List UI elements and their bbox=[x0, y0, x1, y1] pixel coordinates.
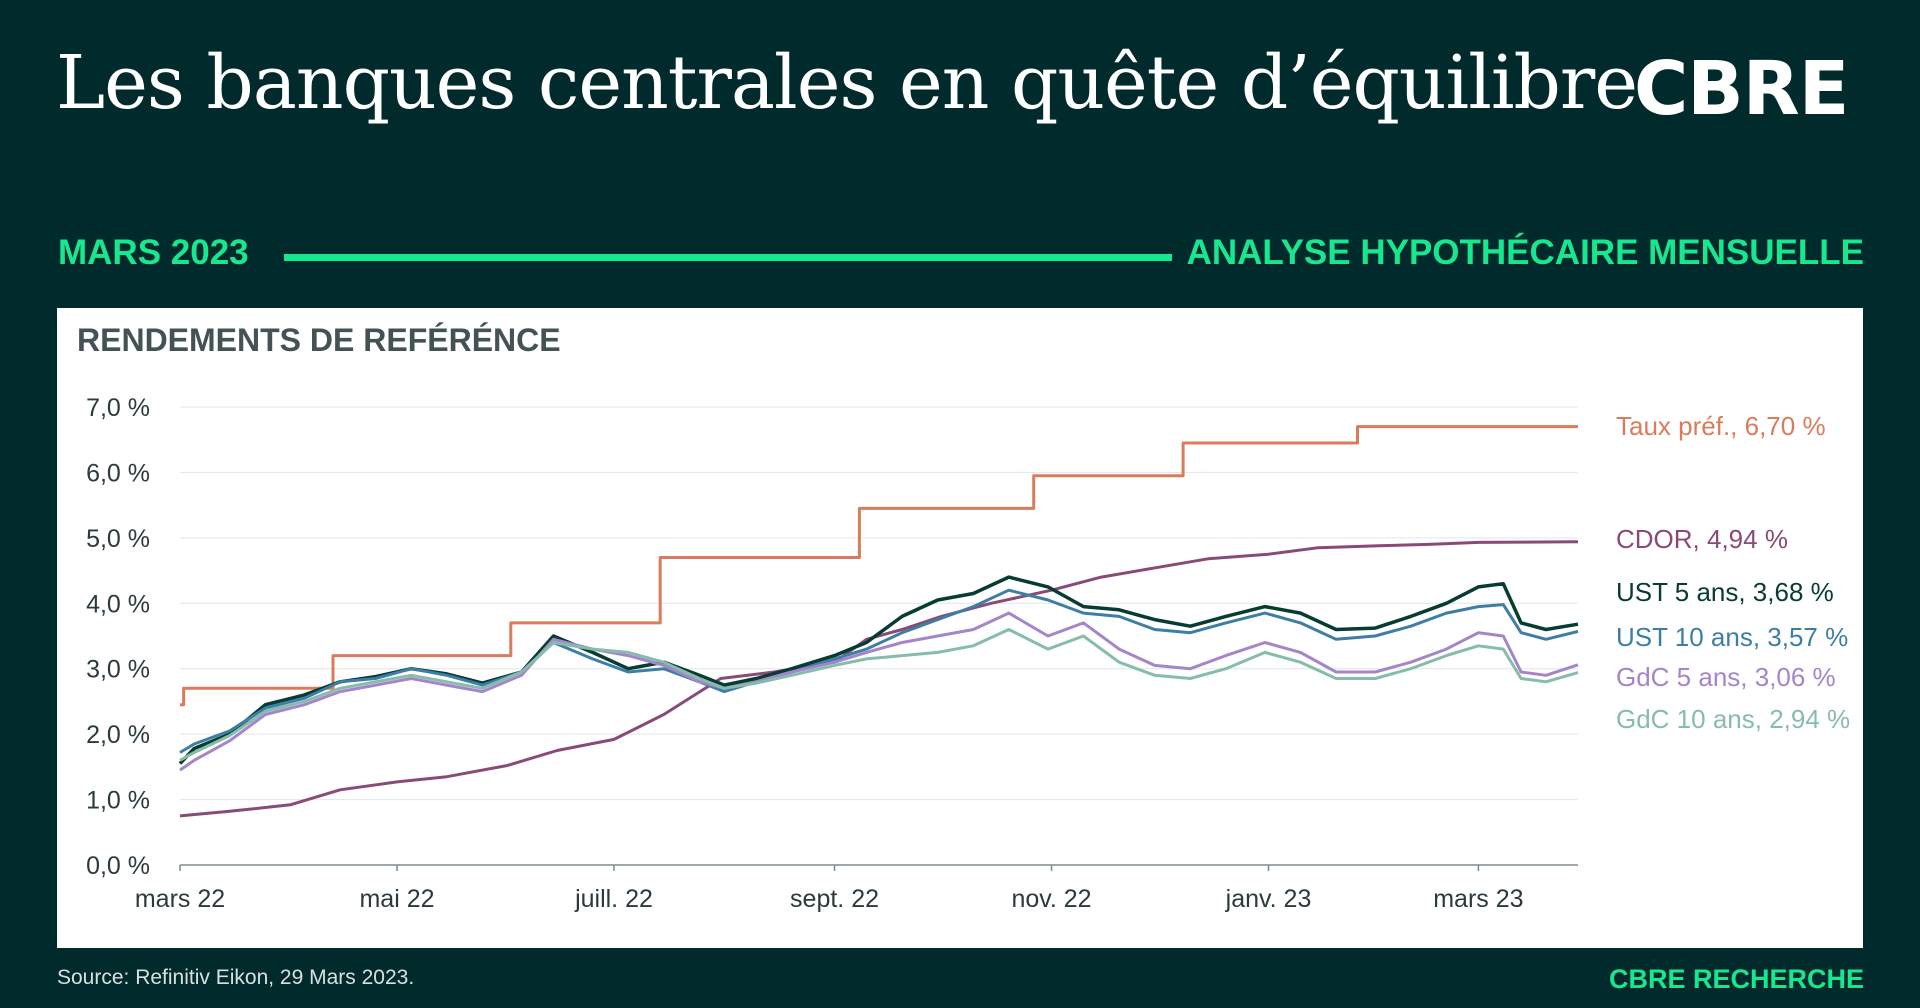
x-axis-ticks: mars 22 mai 22 juill. 22 sept. 22 nov. 22 jan… bbox=[135, 865, 1524, 913]
series-line-ust-10-ans bbox=[179, 588, 1579, 754]
series-label-ust-5-ans: UST 5 ans, 3,68 % bbox=[1616, 577, 1834, 607]
y-tick-label: 5,0 % bbox=[86, 525, 150, 553]
series-line-cdor bbox=[179, 540, 1579, 818]
x-tick-label: janv. 23 bbox=[1225, 885, 1312, 913]
x-tick-label: mars 22 bbox=[135, 885, 225, 913]
y-tick-label: 6,0 % bbox=[86, 459, 150, 487]
series-line-taux-pr-f bbox=[180, 425, 1578, 707]
x-tick-label: juill. 22 bbox=[574, 885, 653, 913]
series-label-gdc-10-ans: GdC 10 ans, 2,94 % bbox=[1616, 704, 1850, 734]
x-tick-label: mai 22 bbox=[359, 885, 434, 913]
page-title: Les banques centrales en quête d’équilib… bbox=[56, 40, 1638, 126]
divider-line bbox=[284, 254, 1172, 261]
chart-title: RENDEMENTS DE REFÉRÉNCE bbox=[77, 322, 561, 358]
y-tick-label: 0,0 % bbox=[86, 852, 150, 880]
y-axis-ticks: 0,0 % 1,0 % 2,0 % 3,0 % 4,0 % 5,0 % 6,0 % 7,0 % bbox=[86, 394, 150, 880]
y-tick-label: 3,0 % bbox=[86, 656, 150, 684]
cbre-logo: CBRE bbox=[1634, 46, 1849, 132]
series-label-cdor: CDOR, 4,94 % bbox=[1616, 524, 1788, 554]
x-tick-label: sept. 22 bbox=[790, 885, 879, 913]
y-tick-label: 1,0 % bbox=[86, 787, 150, 815]
series-label-taux-pr-f: Taux préf., 6,70 % bbox=[1616, 411, 1826, 441]
series-label-ust-10-ans: UST 10 ans, 3,57 % bbox=[1616, 622, 1848, 652]
y-tick-label: 7,0 % bbox=[86, 394, 150, 422]
x-tick-label: nov. 22 bbox=[1011, 885, 1091, 913]
series-line-ust-5-ans bbox=[178, 575, 1579, 765]
y-tick-label: 4,0 % bbox=[86, 590, 150, 618]
series-label-gdc-5-ans: GdC 5 ans, 3,06 % bbox=[1616, 662, 1836, 692]
report-date: MARS 2023 bbox=[58, 233, 249, 272]
footer-credit: CBRE RECHERCHE bbox=[1608, 964, 1864, 994]
series-lines bbox=[178, 425, 1579, 818]
series-line-gdc-10-ans bbox=[179, 628, 1579, 762]
report-name: ANALYSE HYPOTHÉCAIRE MENSUELLE bbox=[1186, 233, 1864, 272]
series-line-gdc-5-ans bbox=[179, 611, 1579, 772]
y-tick-label: 2,0 % bbox=[86, 721, 150, 749]
series-labels: Taux préf., 6,70 % CDOR, 4,94 % UST 5 ans,… bbox=[1616, 411, 1850, 734]
x-tick-label: mars 23 bbox=[1433, 885, 1523, 913]
source-note: Source: Refinitiv Eikon, 29 Mars 2023. bbox=[57, 966, 415, 989]
